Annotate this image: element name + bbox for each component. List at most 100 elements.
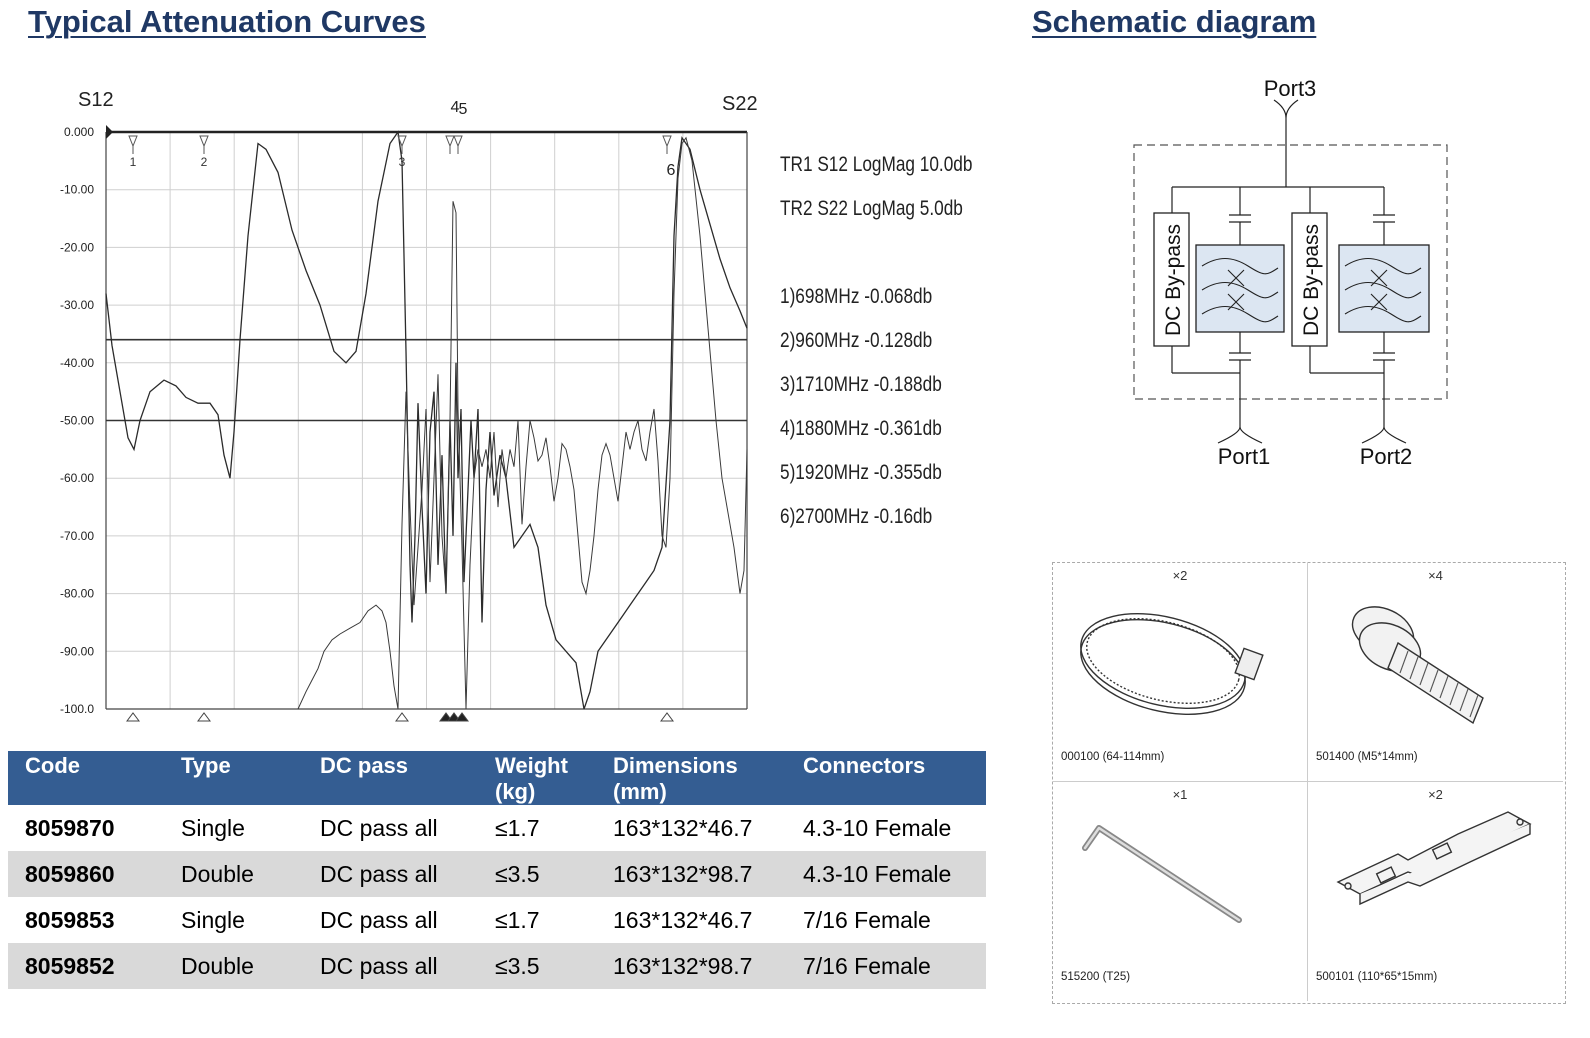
marker-triangle [662, 135, 672, 148]
bottom-marker-triangle [126, 712, 140, 722]
marker-readout: 6)2700MHz -0.16db [780, 505, 933, 528]
trace-legend-entry: TR1 S12 LogMag 10.0db [780, 153, 973, 176]
y-tick-label: -80.00 [60, 587, 94, 601]
cell-type: Single [181, 815, 245, 841]
table-row: 8059870 Single DC pass all ≤1.7 163*132*46.7… [8, 805, 986, 851]
attenuation-chart-svg: 0.000 -10.00 -20.00 -30.00 -40.00 -50.00 -60.0… [60, 89, 758, 722]
col-header-dimensions: Dimensions (mm) [596, 751, 786, 805]
torx-key-icon [1082, 825, 1242, 923]
cell-dc-pass: DC pass all [303, 851, 478, 897]
cell-connectors: 7/16 Female [803, 907, 931, 933]
cell-dimensions: 163*132*46.7 [613, 815, 753, 841]
cell-weight: ≤3.5 [478, 851, 596, 897]
port1-label: Port1 [1218, 444, 1271, 469]
attenuation-heading: Typical Attenuation Curves [28, 4, 426, 39]
accessory-caption: 000100 (64-114mm) [1061, 751, 1165, 763]
cell-connectors: 4.3-10 Female [786, 851, 986, 897]
marker-triangle [397, 135, 407, 148]
cell-weight: ≤1.7 [495, 907, 540, 933]
accessory-bracket: ×2 500101 (110*65*15mm) [1308, 782, 1563, 1001]
marker-triangle [128, 135, 138, 148]
trace-legend-entry: TR2 S22 LogMag 5.0db [780, 197, 963, 220]
bypass-label-left: DC By-pass [1162, 224, 1185, 336]
marker-top-label: 5 [459, 101, 468, 118]
accessory-qty: ×4 [1428, 568, 1443, 583]
top-right-label: S22 [722, 93, 758, 115]
spec-table: Code Type DC pass Weight (kg) Dimensions(… [8, 751, 986, 989]
marker-number-label: 3 [399, 155, 406, 169]
reference-arrow [106, 125, 113, 139]
marker-readout: 3)1710MHz -0.188db [780, 373, 942, 396]
y-tick-label: -10.00 [60, 183, 94, 197]
cell-dimensions: 163*132*98.7 [596, 851, 786, 897]
col-header-weight: Weight (kg) [478, 751, 596, 805]
table-row: 8059852 Double DC pass all ≤3.5 163*132*98.7… [8, 943, 986, 989]
bracket-icon [1336, 811, 1532, 906]
table-row: 8059853 Single DC pass all ≤1.7 163*132*46.7… [8, 897, 986, 943]
bottom-marker-triangle [395, 712, 409, 722]
dc-bypass-box-right [1291, 212, 1328, 347]
marker-readout: 4)1880MHz -0.361db [780, 417, 942, 440]
accessory-bolt: ×4 501400 (M5*14mm) [1308, 563, 1563, 782]
cell-type: Single [181, 907, 245, 933]
bottom-marker-triangle [197, 712, 211, 722]
dc-bypass-box-left [1153, 212, 1190, 347]
hose-clamp-icon [1080, 613, 1264, 715]
port2-antenna-icon [1361, 426, 1407, 444]
marker-triangle [445, 135, 455, 148]
bypass-label-right: DC By-pass [1300, 224, 1323, 336]
col-header-connectors: Connectors [786, 751, 986, 805]
accessory-torx-key: ×1 515200 (T25) [1053, 782, 1308, 1001]
cell-dimensions: 163*132*98.7 [596, 943, 786, 989]
cell-code: 8059870 [25, 815, 115, 841]
top-left-label: S12 [78, 89, 114, 111]
y-tick-label: -30.00 [60, 298, 94, 312]
marker-number-label: 1 [130, 155, 137, 169]
schematic-diagram: DC By-pass DC By-pass Port3 Port1 Port2 [1133, 76, 1448, 469]
y-tick-label: -90.00 [60, 644, 94, 658]
series-s12-line [105, 130, 748, 710]
port3-antenna-icon [1273, 99, 1299, 119]
cell-connectors: 4.3-10 Female [803, 815, 952, 841]
accessory-qty: ×1 [1172, 787, 1188, 802]
y-tick-label: -50.00 [60, 414, 94, 428]
port3-label: Port3 [1264, 76, 1317, 101]
accessory-qty: ×2 [1172, 568, 1188, 583]
accessory-caption: 501400 (M5*14mm) [1316, 751, 1418, 763]
marker-readout: 5)1920MHz -0.355db [780, 461, 942, 484]
marker-readout: 2)960MHz -0.128db [780, 329, 933, 352]
spec-table-header: Code Type DC pass Weight (kg) Dimensions(… [8, 751, 986, 805]
cell-dc-pass: DC pass all [303, 943, 478, 989]
table-row: 8059860 Double DC pass all ≤3.5 163*132*98.7… [8, 851, 986, 897]
port1-antenna-icon [1217, 426, 1263, 444]
bottom-marker-triangle [455, 712, 469, 722]
accessory-caption: 515200 (T25) [1061, 971, 1131, 983]
cell-weight: ≤1.7 [495, 815, 540, 841]
enclosure-box [1133, 144, 1448, 400]
accessories-grid: ×2 000100 (64-114mm) ×4 [1052, 562, 1566, 1004]
cell-dimensions: 163*132*46.7 [613, 907, 753, 933]
marker-triangle [199, 135, 209, 148]
col-header-dc-pass: DC pass [303, 751, 478, 805]
series-s22-line [297, 136, 748, 710]
cell-dc-pass: DC pass all [320, 907, 438, 933]
cell-code: 8059853 [25, 907, 115, 933]
bottom-marker-triangle [660, 712, 674, 722]
filter-icon-left [1195, 244, 1285, 333]
y-tick-label: -20.00 [60, 240, 94, 254]
port2-label: Port2 [1360, 444, 1413, 469]
cell-weight: ≤3.5 [478, 943, 596, 989]
y-tick-label: -60.00 [60, 471, 94, 485]
marker-number-label: 2 [201, 155, 208, 169]
cell-code: 8059860 [8, 851, 164, 897]
cell-connectors: 7/16 Female [786, 943, 986, 989]
cell-type: Double [164, 943, 303, 989]
schematic-heading: Schematic diagram [1032, 4, 1317, 39]
accessory-qty: ×2 [1428, 787, 1443, 802]
col-header-type: Type [164, 751, 303, 805]
y-tick-label: -100.0 [60, 702, 94, 716]
cell-code: 8059852 [8, 943, 164, 989]
marker-triangle [453, 135, 463, 148]
attenuation-chart: 0.000 -10.00 -20.00 -30.00 -40.00 -50.00 -60.0… [50, 80, 1010, 730]
cell-dc-pass: DC pass all [320, 815, 438, 841]
